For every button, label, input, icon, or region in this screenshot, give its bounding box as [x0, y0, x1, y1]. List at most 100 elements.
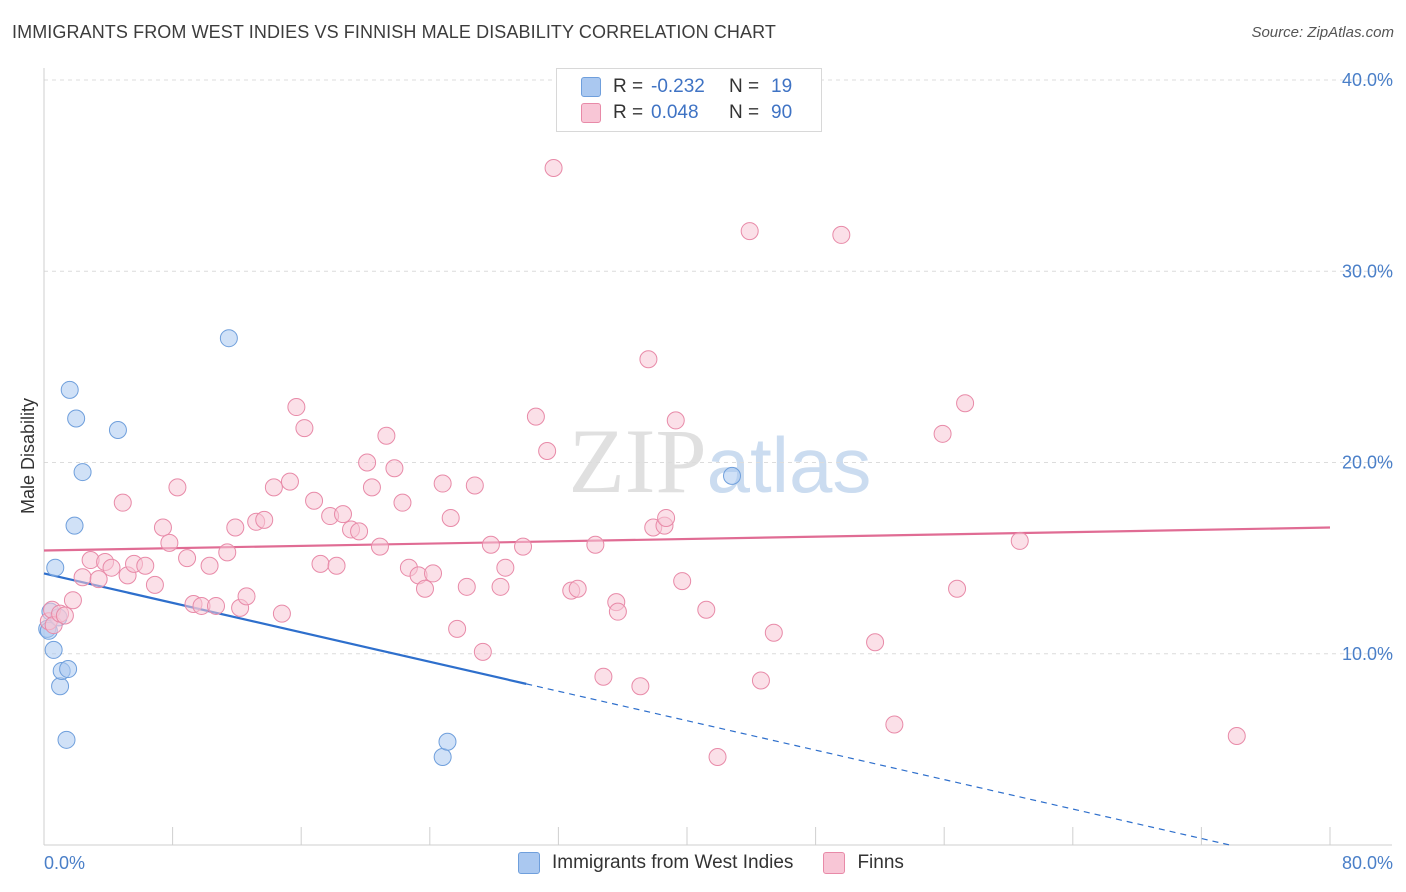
point-finns: [350, 522, 369, 541]
point-west-indies: [65, 516, 84, 535]
point-finns: [200, 556, 219, 575]
y-tick-labels: 10.0% 20.0% 30.0% 40.0%: [1342, 70, 1393, 664]
point-finns: [160, 533, 179, 552]
point-finns: [145, 575, 164, 594]
legend-row-west-indies: R = -0.232 N = 19: [581, 75, 792, 99]
point-finns: [295, 419, 314, 438]
watermark-zip: ZIP: [569, 410, 707, 512]
point-finns: [764, 623, 783, 642]
point-finns: [639, 350, 658, 369]
point-finns: [608, 602, 627, 621]
point-finns: [441, 508, 460, 527]
point-finns: [866, 633, 885, 652]
watermark: ZIPatlas: [569, 410, 872, 512]
point-finns: [697, 600, 716, 619]
point-finns: [594, 667, 613, 686]
point-finns: [673, 572, 692, 591]
point-finns: [255, 510, 274, 529]
axes: [43, 68, 1392, 846]
point-finns: [136, 556, 155, 575]
point-finns: [465, 476, 484, 495]
point-west-indies: [60, 380, 79, 399]
point-finns: [377, 426, 396, 445]
trend-line-finns: [43, 526, 1331, 552]
legend-item-finns: Finns: [823, 852, 904, 874]
n-label: N =: [729, 102, 760, 123]
point-finns: [218, 543, 237, 562]
point-finns: [272, 604, 291, 623]
point-finns: [305, 491, 324, 510]
chart-title: IMMIGRANTS FROM WEST INDIES VS FINNISH M…: [12, 22, 776, 42]
point-finns: [631, 677, 650, 696]
point-west-indies: [67, 409, 86, 428]
point-finns: [168, 478, 187, 497]
point-finns: [55, 606, 74, 625]
point-finns: [153, 518, 172, 537]
point-finns: [327, 556, 346, 575]
x-tick-label: 0.0%: [44, 853, 85, 873]
x-tick-labels: 0.0% 80.0%: [44, 853, 1393, 873]
point-finns: [514, 537, 533, 556]
point-finns: [226, 518, 245, 537]
point-finns: [358, 453, 377, 472]
point-finns: [393, 493, 412, 512]
r-label: R =: [613, 102, 644, 123]
point-finns: [956, 394, 975, 413]
series-legend: Immigrants from West Indies Finns: [518, 852, 934, 874]
point-finns: [740, 222, 759, 241]
legend-swatch-finns: [581, 103, 601, 123]
point-finns: [287, 398, 306, 417]
legend-row-finns: R = 0.048 N = 90: [581, 101, 792, 125]
point-finns: [948, 579, 967, 598]
point-finns: [63, 591, 82, 610]
point-finns: [544, 158, 563, 177]
point-west-indies: [59, 660, 78, 679]
point-finns: [362, 478, 381, 497]
legend-swatch-west-indies: [581, 77, 601, 97]
point-finns: [586, 535, 605, 554]
point-west-indies: [438, 732, 457, 751]
point-finns: [113, 493, 132, 512]
point-west-indies: [219, 329, 238, 348]
point-west-indies: [723, 466, 742, 485]
point-finns: [473, 642, 492, 661]
point-finns: [708, 748, 727, 767]
point-finns: [385, 459, 404, 478]
point-finns: [1010, 531, 1029, 550]
legend-swatch-west-indies: [518, 852, 540, 874]
trend-line-west-indies: [43, 572, 527, 685]
point-finns: [237, 587, 256, 606]
legend-label-finns: Finns: [857, 852, 904, 873]
r-value: -0.232: [651, 76, 705, 97]
point-finns: [496, 558, 515, 577]
point-finns: [885, 715, 904, 734]
y-tick-label: 10.0%: [1342, 644, 1393, 664]
point-finns: [933, 424, 952, 443]
r-label: R =: [613, 76, 644, 97]
x-tick-label: 80.0%: [1342, 853, 1393, 873]
r-value: 0.048: [651, 102, 699, 123]
point-finns: [207, 596, 226, 615]
y-tick-label: 20.0%: [1342, 453, 1393, 473]
point-west-indies: [44, 640, 63, 659]
point-finns: [526, 407, 545, 426]
n-value: 90: [771, 102, 793, 123]
chart-source: Source: ZipAtlas.com: [1251, 24, 1394, 41]
point-finns: [89, 570, 108, 589]
trend-lines: [43, 526, 1331, 846]
n-value: 19: [771, 76, 793, 97]
point-finns: [538, 442, 557, 461]
point-finns: [751, 671, 770, 690]
point-finns: [481, 535, 500, 554]
point-west-indies: [433, 748, 452, 767]
point-finns: [333, 505, 352, 524]
legend-label-west-indies: Immigrants from West Indies: [552, 852, 794, 873]
point-west-indies: [108, 420, 127, 439]
grid-lines: [44, 79, 1392, 655]
point-finns: [73, 568, 92, 587]
y-tick-label: 40.0%: [1342, 70, 1393, 90]
point-west-indies: [51, 677, 70, 696]
y-axis-label: Male Disability: [18, 398, 38, 514]
trend-line-west-indies-extension: [526, 683, 1230, 846]
